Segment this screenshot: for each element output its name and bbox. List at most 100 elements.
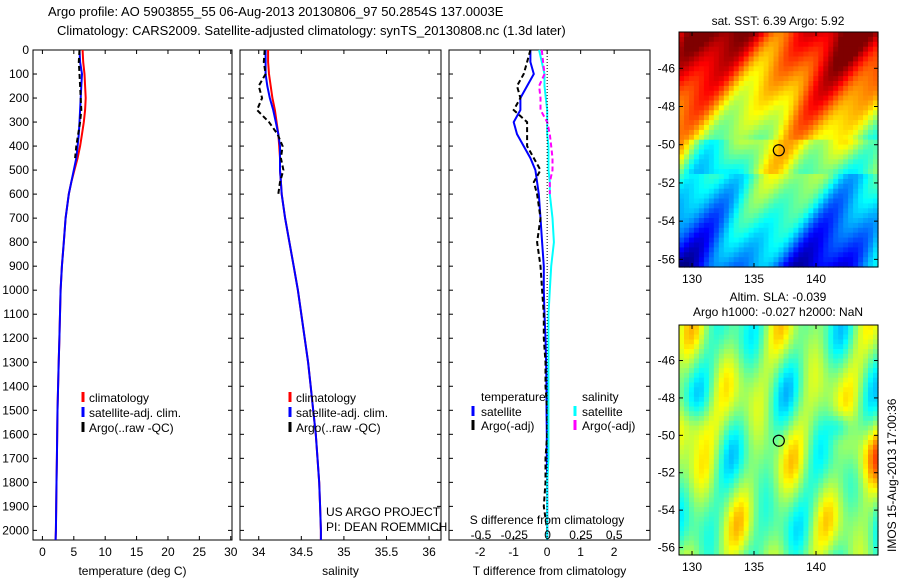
map-cell <box>698 41 705 48</box>
map-cell <box>733 454 740 460</box>
map-cell <box>738 213 745 219</box>
map-cell <box>713 406 720 412</box>
map-cell <box>689 483 695 489</box>
map-cell <box>803 247 809 253</box>
map-cell <box>873 66 879 72</box>
map-cell <box>793 183 799 190</box>
map-cell <box>753 227 760 234</box>
map-cell <box>768 387 775 393</box>
map-cell <box>778 159 785 165</box>
map-cell <box>858 507 864 513</box>
map-cell <box>718 71 725 77</box>
map-cell <box>778 507 785 513</box>
map-cell <box>733 110 740 116</box>
depth-tick-label: 500 <box>9 163 29 177</box>
map-cell <box>783 502 790 508</box>
map-cell <box>738 473 745 479</box>
map-cell <box>868 183 874 190</box>
map-cell <box>863 237 869 244</box>
map-cell <box>768 115 775 121</box>
map-cell <box>808 100 814 106</box>
map-cell <box>773 90 780 97</box>
map-cell <box>743 387 750 393</box>
map-cell <box>698 535 705 542</box>
map-cell <box>808 178 814 185</box>
map-cell <box>823 406 829 412</box>
map-cell <box>853 46 859 53</box>
map-cell <box>698 203 705 209</box>
map-cell <box>743 334 750 340</box>
map-cell <box>713 440 720 446</box>
map-cell <box>728 487 735 494</box>
map-cell <box>853 497 859 503</box>
map-cell <box>738 440 745 446</box>
map-cell <box>788 188 795 195</box>
map-cell <box>798 334 804 340</box>
map-cell <box>708 100 715 106</box>
map-cell <box>858 247 864 253</box>
map-cell <box>708 545 715 551</box>
map-cell <box>768 242 775 248</box>
map-cell <box>763 550 770 556</box>
map-cell <box>708 440 715 446</box>
map-cell <box>838 188 844 195</box>
map-cell <box>689 339 695 345</box>
map-cell <box>848 183 854 190</box>
map-cell <box>738 227 745 234</box>
map-cell <box>843 382 849 388</box>
map-cell <box>733 334 740 340</box>
map-cell <box>788 545 795 551</box>
map-cell <box>873 213 879 219</box>
map-cell <box>843 339 849 345</box>
map-cell <box>843 242 849 248</box>
map-cell <box>843 396 849 403</box>
map-cell <box>833 502 839 508</box>
map-cell <box>823 174 829 180</box>
map-cell <box>723 377 730 384</box>
map-cell <box>858 66 864 72</box>
map-cell <box>684 100 690 106</box>
map-cell <box>693 115 700 121</box>
map-cell <box>689 435 695 441</box>
map-cell <box>863 325 869 331</box>
map-cell <box>808 372 814 379</box>
map-cell <box>803 32 809 38</box>
map-cell <box>713 76 720 82</box>
map-cell <box>778 178 785 185</box>
map-cell <box>803 478 809 484</box>
map-cell <box>828 144 834 151</box>
map-cell <box>773 149 780 155</box>
map-cell <box>858 349 864 355</box>
map-cell <box>708 535 715 542</box>
map-cell <box>838 257 844 263</box>
map-cell <box>813 368 819 374</box>
map-cell <box>689 178 695 185</box>
map-cell <box>863 66 869 72</box>
map-cell <box>808 344 814 350</box>
map-cell <box>873 487 879 494</box>
map-cell <box>748 483 755 489</box>
map-cell <box>803 227 809 234</box>
map-cell <box>853 232 859 239</box>
map-cell <box>708 169 715 175</box>
map-cell <box>684 411 690 417</box>
map-cell <box>818 540 824 546</box>
map-cell <box>708 492 715 499</box>
map-cell <box>698 144 705 151</box>
map-cell <box>708 71 715 77</box>
map-cell <box>773 56 780 62</box>
map-cell <box>693 440 700 446</box>
map-cell <box>783 252 790 258</box>
map-cell <box>828 545 834 551</box>
map-cell <box>768 105 775 111</box>
map-cell <box>728 169 735 175</box>
map-cell <box>808 478 814 484</box>
map-cell <box>843 76 849 82</box>
map-cell <box>793 444 799 451</box>
map-cell <box>818 406 824 412</box>
map-cell <box>778 334 785 340</box>
map-cell <box>743 358 750 364</box>
map-cell <box>718 247 725 253</box>
map-cell <box>803 454 809 460</box>
legend-entry: Argo(..raw -QC) <box>89 421 174 435</box>
